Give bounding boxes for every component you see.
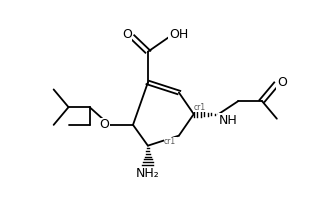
Text: NH: NH bbox=[219, 114, 237, 127]
Text: NH₂: NH₂ bbox=[136, 167, 160, 180]
Text: cr1: cr1 bbox=[194, 103, 206, 112]
Text: O: O bbox=[277, 76, 287, 89]
Text: OH: OH bbox=[169, 28, 188, 41]
Text: O: O bbox=[122, 28, 132, 41]
Text: O: O bbox=[100, 118, 109, 131]
Text: cr1: cr1 bbox=[164, 137, 176, 146]
